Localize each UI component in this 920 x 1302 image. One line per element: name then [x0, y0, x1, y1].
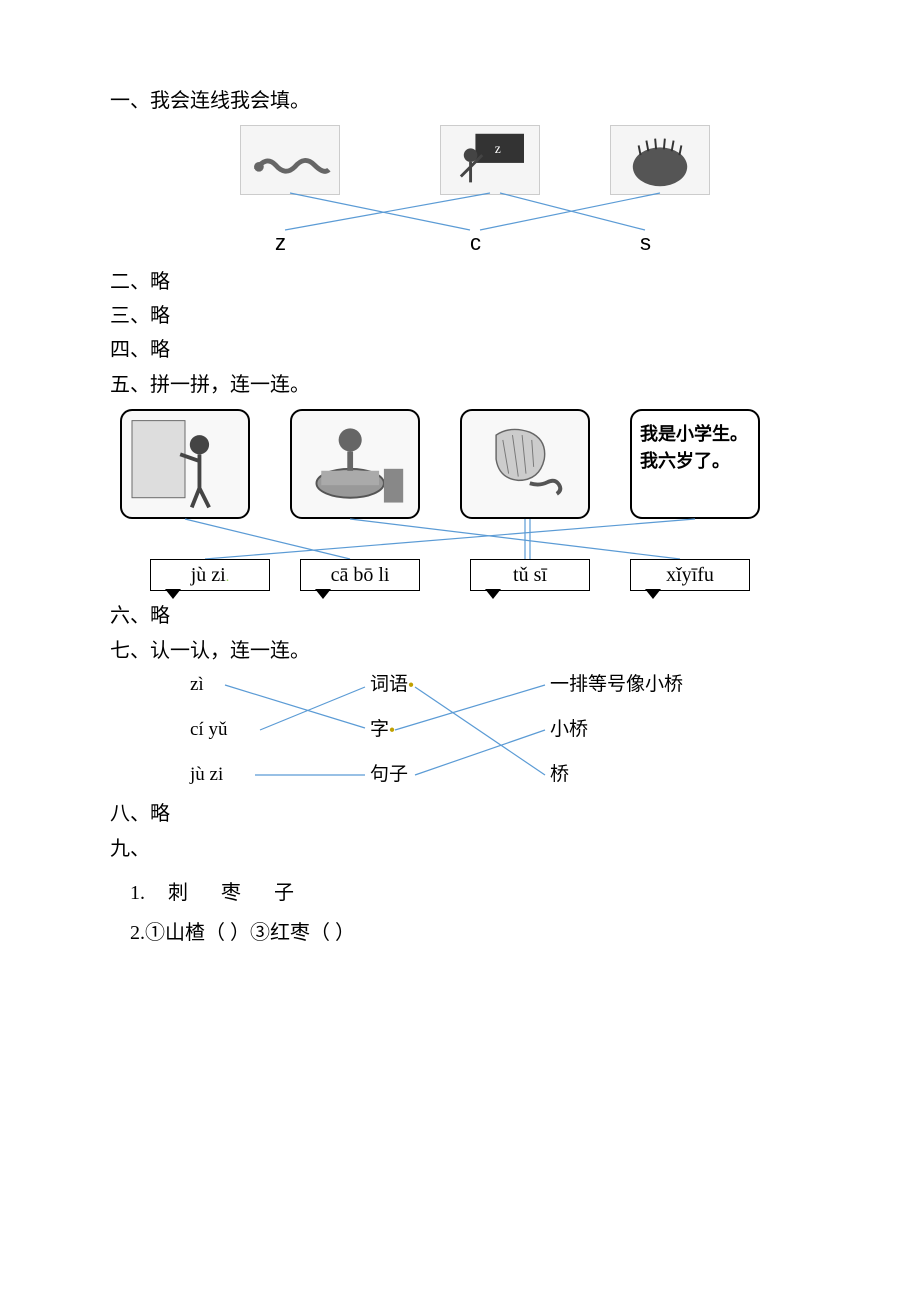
ex7-lines — [170, 675, 810, 795]
section-7-title: 七、认一认，连一连。 — [110, 635, 810, 667]
section-5-title: 五、拼一拼，连一连。 — [110, 369, 810, 401]
ex5-label-0-text: jù zi — [191, 564, 226, 586]
ex1-image-worm — [240, 125, 340, 195]
svg-text:z: z — [495, 141, 501, 156]
section-1-title: 一、我会连线我会填。 — [110, 85, 810, 117]
ex5-label-1: cā bō li — [300, 559, 420, 591]
section-6: 六、略 — [110, 601, 810, 631]
ex7-c3-r1: 一排等号像小桥 — [550, 675, 683, 694]
ex7-c1-r1: zì — [190, 675, 204, 694]
ex5-label-3: xǐyīfu — [630, 559, 750, 591]
ex7-c1-r2: cí yǔ — [190, 720, 227, 739]
ex1-letter-c: c — [470, 230, 481, 256]
ex5-label-2: tǔ sī — [470, 559, 590, 591]
ex5-image-wash — [290, 409, 420, 519]
ex9-line1: 1. 刺 枣 子 — [130, 873, 810, 913]
ex1-letter-s: s — [640, 230, 651, 256]
ex5-tail-3 — [645, 589, 661, 599]
ex9-line1-char2: 枣 — [221, 882, 241, 904]
ex7-c3-r3: 桥 — [550, 765, 569, 784]
exercise-7-container: zì cí yǔ jù zi 词语● 字● 句子 一排等号像小桥 小桥 桥 — [170, 675, 810, 795]
section-8: 八、略 — [110, 799, 810, 829]
section-3: 三、略 — [110, 301, 810, 331]
ex9-line1-num: 1. — [130, 882, 145, 904]
ex5-textbox-line1: 我是小学生。 — [640, 421, 750, 448]
ex5-textbox-line2: 我六岁了。 — [640, 448, 750, 475]
ex5-image-silkworm — [460, 409, 590, 519]
exercise-5-container: 我是小学生。 我六岁了。 jù zi. cā bō li tǔ sī xǐyīf… — [110, 409, 810, 599]
section-2: 二、略 — [110, 267, 810, 297]
ex9-line1-char3: 子 — [274, 882, 294, 904]
ex5-image-wipe — [120, 409, 250, 519]
ex5-label-0: jù zi. — [150, 559, 270, 591]
ex7-c2-r3: 句子 — [370, 765, 408, 784]
ex7-c2-r2: 字● — [370, 720, 395, 739]
ex5-textbox: 我是小学生。 我六岁了。 — [630, 409, 760, 519]
ex9-line1-char1: 刺 — [168, 882, 188, 904]
ex1-image-hedgehog — [610, 125, 710, 195]
ex7-c1-r3: jù zi — [190, 765, 223, 784]
ex5-tail-1 — [315, 589, 331, 599]
ex7-c2-r1: 词语● — [370, 675, 414, 694]
ex9-line2: 2.①山楂（ ）③红枣（ ） — [130, 913, 810, 953]
exercise-1-container: z z c s — [160, 125, 760, 255]
ex5-tail-2 — [485, 589, 501, 599]
ex5-tail-0 — [165, 589, 181, 599]
ex7-c2-r2-text: 字 — [370, 719, 389, 740]
section-4: 四、略 — [110, 335, 810, 365]
ex7-c2-r1-text: 词语 — [370, 674, 408, 695]
exercise-9-container: 1. 刺 枣 子 2.①山楂（ ）③红枣（ ） — [130, 873, 810, 953]
ex7-c3-r2: 小桥 — [550, 720, 588, 739]
ex1-letter-z: z — [275, 230, 286, 256]
section-9-title: 九、 — [110, 833, 810, 865]
ex1-image-teacher: z — [440, 125, 540, 195]
